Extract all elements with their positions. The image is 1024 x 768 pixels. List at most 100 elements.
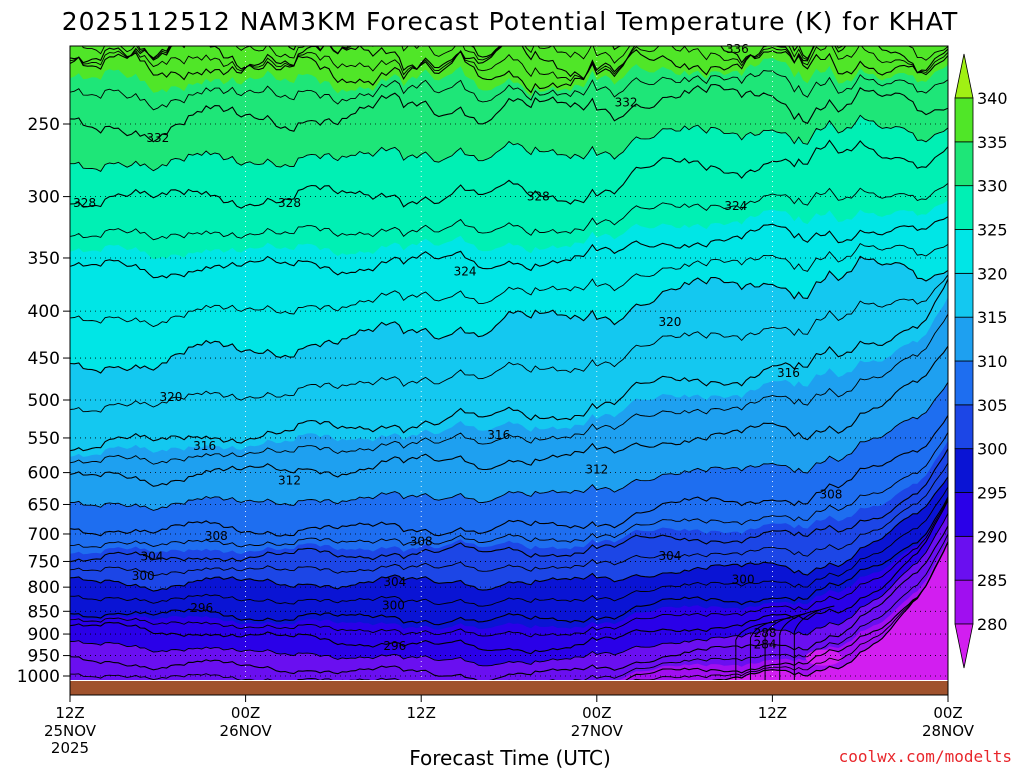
contour-label: 308 bbox=[819, 488, 842, 502]
contour-278 bbox=[712, 541, 948, 680]
contour-286 bbox=[70, 533, 948, 680]
contour-label: 304 bbox=[383, 575, 406, 589]
ground-strip bbox=[70, 681, 948, 695]
colorbar-swatch bbox=[954, 185, 974, 230]
colorbar: 280 285 290 295 300 305 310 315 320 325 330 335 340 bbox=[954, 53, 1008, 669]
x-tick-label-time: 00Z bbox=[582, 704, 611, 722]
credit-text: coolwx.com/modelts bbox=[839, 747, 1012, 766]
contour-316 bbox=[70, 278, 948, 452]
colorbar-swatch bbox=[954, 579, 974, 625]
colorbar-swatch bbox=[954, 360, 974, 406]
contour-282 bbox=[633, 541, 948, 680]
colorbar-label: 340 bbox=[977, 89, 1008, 108]
colorbar-label: 320 bbox=[977, 264, 1008, 283]
colorbar-swatch bbox=[954, 535, 974, 581]
contour-label: 308 bbox=[205, 529, 228, 543]
y-tick-label: 550 bbox=[28, 429, 60, 449]
contour-342 bbox=[81, 46, 948, 64]
x-tick-label-time: 12Z bbox=[55, 704, 84, 722]
fill-band-280 bbox=[714, 541, 948, 680]
contour-308 bbox=[70, 415, 948, 537]
colorbar-swatch bbox=[954, 97, 974, 143]
contour-338 bbox=[70, 46, 948, 82]
contour-label: 332 bbox=[146, 131, 169, 145]
contour-label: 300 bbox=[132, 569, 155, 583]
contour-label: 308 bbox=[410, 534, 433, 548]
colorbar-label: 335 bbox=[977, 133, 1008, 152]
contour-label: 312 bbox=[278, 473, 301, 487]
contour-label: 296 bbox=[383, 639, 406, 653]
x-tick-label-time: 12Z bbox=[407, 704, 436, 722]
x-axis-label: Forecast Time (UTC) bbox=[409, 746, 611, 768]
colorbar-label: 305 bbox=[977, 396, 1008, 415]
contour-298 bbox=[70, 486, 948, 607]
contour-290 bbox=[70, 512, 948, 667]
contour-302 bbox=[70, 462, 948, 577]
x-tick-label-year: 2025 bbox=[51, 739, 89, 757]
fill-band-290 bbox=[70, 513, 948, 680]
contour-336 bbox=[70, 46, 948, 94]
y-tick-label: 350 bbox=[28, 249, 60, 269]
x-tick-label-date: 27NOV bbox=[571, 722, 624, 740]
contour-322 bbox=[70, 243, 948, 328]
contour-296 bbox=[70, 496, 948, 626]
contour-292 bbox=[70, 499, 948, 655]
fill-band-295 bbox=[70, 497, 948, 680]
colorbar-label: 285 bbox=[977, 571, 1008, 590]
x-tick-label-date: 25NOV bbox=[44, 722, 97, 740]
y-tick-label: 750 bbox=[28, 552, 60, 572]
contour-label: 328 bbox=[527, 190, 550, 204]
contour-324 bbox=[70, 216, 948, 279]
filled-contours bbox=[70, 46, 948, 680]
contour-332 bbox=[70, 83, 948, 143]
colorbar-top-triangle bbox=[954, 53, 974, 99]
colorbar-swatch bbox=[954, 492, 974, 537]
x-tick-label-time: 12Z bbox=[758, 704, 787, 722]
contour-314 bbox=[70, 313, 948, 465]
contour-label: 332 bbox=[615, 96, 638, 110]
colorbar-label: 310 bbox=[977, 352, 1008, 371]
colorbar-swatch bbox=[954, 272, 974, 318]
y-tick-label: 500 bbox=[28, 391, 60, 411]
contour-label: 328 bbox=[278, 196, 301, 210]
colorbar-bottom-triangle bbox=[954, 623, 974, 669]
contour-334 bbox=[70, 70, 948, 111]
contour-306 bbox=[70, 432, 948, 549]
colorbar-swatch bbox=[954, 448, 974, 493]
gridlines bbox=[70, 46, 948, 680]
contour-344 bbox=[137, 46, 847, 61]
contour-label: 324 bbox=[454, 264, 477, 278]
y-tick-label: 400 bbox=[28, 302, 60, 322]
x-tick-label-time: 00Z bbox=[933, 704, 962, 722]
contour-318 bbox=[70, 274, 948, 413]
x-tick-label-time: 00Z bbox=[231, 704, 260, 722]
contour-328 bbox=[70, 139, 948, 209]
colorbar-swatch bbox=[954, 229, 974, 274]
contour-284 bbox=[625, 541, 948, 680]
y-tick-label: 950 bbox=[28, 647, 60, 667]
plot-frame bbox=[69, 45, 949, 696]
contour-320 bbox=[70, 255, 948, 374]
colorbar-label: 290 bbox=[977, 527, 1008, 546]
x-tick-label-date: 28NOV bbox=[922, 722, 975, 740]
contour-300 bbox=[70, 476, 948, 592]
contour-surface-4 bbox=[793, 605, 835, 680]
y-tick-label: 800 bbox=[28, 578, 60, 598]
y-tick-label: 700 bbox=[28, 525, 60, 545]
fill-cold-pocket bbox=[805, 649, 842, 666]
contour-label: 336 bbox=[726, 42, 749, 56]
contour-surface-3 bbox=[779, 609, 820, 680]
fill-band-285 bbox=[619, 537, 948, 680]
contour-label: 316 bbox=[487, 428, 510, 442]
contour-surface-2 bbox=[764, 613, 806, 680]
contour-326 bbox=[70, 182, 948, 241]
colorbar-swatch bbox=[954, 404, 974, 450]
y-tick-label: 450 bbox=[28, 349, 60, 369]
contour-label: 316 bbox=[193, 439, 216, 453]
contour-310 bbox=[70, 382, 948, 511]
contour-labels: 336 332 332 328 328 328 324 324 320 320 316 316 316 3… bbox=[73, 42, 842, 653]
contour-304 bbox=[70, 448, 948, 563]
y-tick-label: 650 bbox=[28, 495, 60, 515]
colorbar-label: 295 bbox=[977, 484, 1008, 503]
